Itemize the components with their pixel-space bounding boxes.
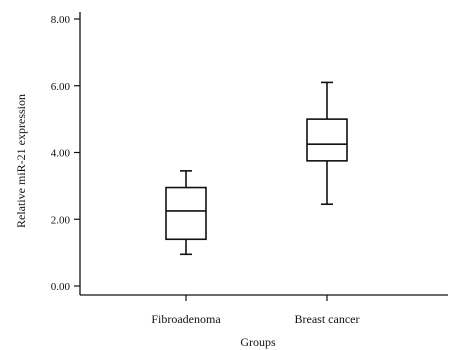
x-axis: Fibroadenoma Breast cancer [80,294,448,326]
x-tick-label: Fibroadenoma [151,312,221,326]
y-axis: 0.00 2.00 4.00 6.00 8.00 [51,12,81,295]
box-series [165,81,348,256]
box-fibroadenoma [165,170,207,256]
y-tick-label: 8.00 [51,14,71,26]
x-axis-title: Groups [240,335,276,349]
iqr-box [165,186,207,241]
x-tick-label: Breast cancer [295,312,360,326]
iqr-box [306,118,348,162]
y-tick-label: 6.00 [51,81,71,93]
y-axis-title: Relative miR-21 expression [14,94,28,228]
box-breast-cancer [306,81,348,206]
y-tick-label: 4.00 [51,148,71,160]
y-tick-label: 2.00 [51,214,71,226]
y-tick-label: 0.00 [51,281,71,293]
